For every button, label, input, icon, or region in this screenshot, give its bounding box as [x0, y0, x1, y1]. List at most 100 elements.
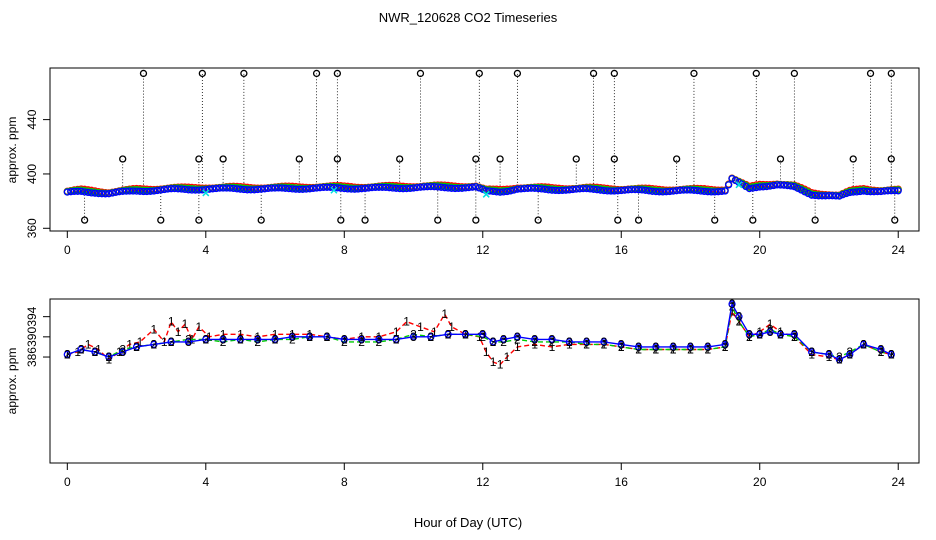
top-series-3-point	[724, 181, 733, 189]
top-series-3-point	[669, 187, 677, 195]
bottom-series-2-label: 2	[736, 315, 743, 329]
top-series-3-point	[749, 184, 757, 192]
top-series-3-point	[136, 187, 144, 195]
top-plot-frame	[49, 67, 920, 232]
top-series-3-point	[181, 185, 189, 194]
bottom-series-1-label: 1	[126, 337, 133, 351]
bottom-series-3-label: 3	[846, 348, 853, 362]
top-series-3-point	[870, 188, 878, 196]
bottom-series-3-label: 3	[202, 332, 209, 346]
bottom-series-3-point	[271, 335, 279, 344]
top-x-tick-label: 12	[476, 243, 490, 257]
top-outlier-mid-point	[610, 155, 618, 163]
top-series-3-point	[558, 186, 567, 195]
top-outlier-points	[80, 69, 899, 224]
top-series-3-point	[139, 187, 148, 196]
top-series-3-point	[257, 185, 265, 193]
top-series-3-point	[188, 186, 196, 194]
top-series-3-point	[288, 185, 297, 193]
top-series-3-point	[486, 187, 494, 195]
top-series-3-point	[891, 187, 899, 195]
bottom-series-3-point	[776, 330, 785, 338]
top-series-3-point	[859, 187, 868, 195]
x-axis-label: Hour of Day (UTC)	[414, 515, 522, 530]
top-series-3-point	[721, 187, 729, 195]
top-series-3-point	[808, 191, 816, 199]
top-outlier-high-point	[416, 69, 425, 78]
bottom-series-3-point	[669, 343, 677, 351]
top-series-3-point	[576, 185, 584, 193]
top-series-3-point	[499, 188, 508, 196]
top-cyan-point	[482, 190, 490, 198]
top-cyan-point	[330, 186, 338, 194]
bottom-series-1-label: 1	[767, 317, 774, 331]
top-series-3-point	[389, 184, 397, 192]
top-series-3-point	[718, 187, 726, 196]
bottom-series-3-label: 3	[427, 330, 434, 344]
top-series-3-point	[475, 184, 483, 192]
top-series-3-point	[534, 184, 542, 193]
top-series-3-point	[101, 190, 110, 198]
top-x-tick-label: 16	[615, 243, 629, 257]
bottom-series-3-point	[766, 328, 774, 336]
top-outlier-low-point	[891, 216, 899, 224]
top-series-3-point	[274, 184, 283, 192]
bottom-series-3-point	[600, 338, 608, 346]
top-series-3-point	[835, 192, 844, 200]
top-outlier-mid-point	[333, 155, 342, 163]
bottom-series-3-point	[704, 343, 712, 351]
top-series-3-point	[801, 188, 809, 196]
top-series-3-point	[676, 186, 684, 194]
top-outlier-high-point	[690, 69, 698, 78]
top-series-3-point	[392, 184, 400, 192]
bottom-series-3-label: 3	[736, 310, 743, 324]
bottom-series-3-point	[582, 338, 591, 346]
bottom-series-3-point	[499, 335, 508, 344]
top-series-3-point	[164, 185, 172, 193]
top-series-3-point	[461, 184, 470, 192]
top-series-3-point	[215, 184, 224, 192]
top-series-3-point	[700, 187, 708, 196]
top-series-3-point	[254, 185, 262, 194]
top-series-3-point	[115, 188, 123, 196]
top-series-3-point	[769, 181, 778, 190]
top-series-3-point	[842, 189, 850, 198]
bottom-series-3-point	[63, 350, 71, 359]
bottom-series-3-point	[444, 330, 452, 338]
top-series-3-point	[863, 187, 871, 196]
top-series-3-point	[413, 183, 421, 192]
top-x-tick-label: 0	[64, 243, 71, 257]
bottom-series-3-point	[91, 348, 99, 356]
top-series-3-point	[371, 183, 380, 192]
top-series-3-point	[756, 183, 764, 191]
top-series-3-point	[856, 187, 864, 196]
top-series-3-point	[866, 188, 875, 196]
bottom-series-3-label: 3	[119, 345, 126, 359]
top-series-3-point	[212, 184, 220, 193]
bottom-series-3-point	[825, 350, 833, 359]
bottom-series-3-point	[236, 335, 245, 344]
top-series-3-point	[306, 185, 314, 193]
top-series-3-point	[686, 186, 695, 194]
top-series-3-point	[170, 184, 179, 193]
top-series-3-point	[832, 192, 840, 200]
top-outlier-high-point	[513, 69, 522, 78]
top-series-3-point	[586, 185, 594, 193]
bottom-x-tick-label: 24	[892, 475, 906, 489]
top-y-axis-label: approx. ppm	[5, 117, 19, 184]
bottom-series-3-point	[745, 330, 754, 338]
top-series-3-point	[614, 187, 622, 195]
top-series-3-point	[489, 187, 497, 196]
bottom-series-3-point	[617, 340, 625, 349]
top-series-3-point	[444, 184, 452, 192]
top-series-3-point	[707, 188, 715, 196]
top-y-tick-label: 360	[25, 218, 39, 238]
bottom-series-3-label: 3	[791, 327, 798, 341]
chart-title: NWR_120628 CO2 Timeseries	[379, 10, 558, 25]
top-series-3-point	[385, 184, 393, 192]
bottom-series-1-label: 1	[196, 320, 203, 334]
top-series-3-point	[361, 184, 369, 193]
top-outlier-low-point	[157, 216, 165, 224]
bottom-series-1-label: 1	[441, 307, 448, 321]
top-outlier-low-point	[257, 216, 265, 224]
